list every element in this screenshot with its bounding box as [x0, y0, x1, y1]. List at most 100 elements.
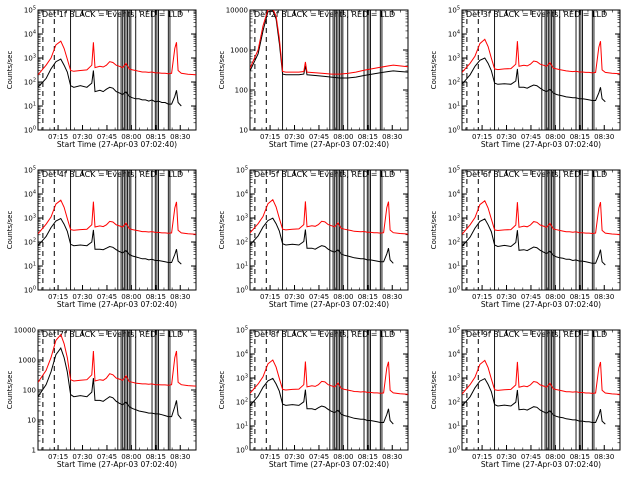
y-tick-label: 104 — [448, 350, 460, 359]
x-axis-title: Start Time (27-Apr-03 07:02:40) — [57, 140, 177, 149]
plot-content — [462, 330, 620, 450]
x-tick-label: 08:00 — [333, 133, 353, 141]
x-tick-label: 07:30 — [72, 133, 92, 141]
y-tick-label: 101 — [24, 102, 36, 111]
y-axis-title: Counts/sec — [218, 51, 226, 90]
x-tick-label: 08:15 — [358, 293, 378, 301]
x-tick-label: 08:30 — [170, 133, 190, 141]
y-tick-label: 102 — [448, 398, 460, 407]
detector-panel-1: Det 1f BLACK = Events, RED = LLD 100 101 10… — [6, 6, 197, 149]
x-tick-label: 08:15 — [146, 133, 166, 141]
x-tick-label: 08:15 — [358, 453, 378, 461]
y-tick-label: 10 — [27, 417, 36, 425]
lld-series-line — [250, 10, 408, 75]
x-tick-label: 08:00 — [121, 133, 141, 141]
x-tick-label: 08:00 — [545, 453, 565, 461]
x-tick-label: 08:30 — [594, 453, 614, 461]
y-tick-label: 105 — [448, 166, 460, 175]
plot-content — [462, 10, 620, 130]
events-series-line — [462, 57, 606, 103]
y-tick-label: 100 — [235, 87, 248, 95]
plot-frame — [249, 169, 409, 291]
y-tick-label: 105 — [448, 326, 460, 335]
y-tick-label: 103 — [448, 214, 460, 223]
y-axis-title: Counts/sec — [6, 371, 14, 410]
x-tick-label: 07:45 — [309, 133, 329, 141]
x-tick-label: 07:30 — [284, 293, 304, 301]
x-tick-label: 08:30 — [382, 133, 402, 141]
plot-content — [38, 330, 196, 450]
x-tick-label: 08:15 — [358, 133, 378, 141]
y-tick-label: 100 — [24, 126, 36, 135]
x-tick-label: 08:00 — [333, 293, 353, 301]
x-tick-label: 07:45 — [97, 453, 117, 461]
y-axis-title: Counts/sec — [430, 211, 438, 250]
x-tick-label: 08:00 — [121, 293, 141, 301]
y-tick-label: 104 — [24, 190, 36, 199]
y-tick-label: 104 — [448, 190, 460, 199]
detector-panel-9: Det 9f BLACK = Events, RED = LLD 100 101 10… — [430, 326, 621, 469]
x-tick-label: 08:00 — [333, 453, 353, 461]
x-tick-label: 07:45 — [309, 293, 329, 301]
x-tick-label: 07:15 — [472, 453, 492, 461]
y-tick-label: 100 — [236, 446, 248, 455]
y-tick-label: 10000 — [226, 7, 248, 15]
y-tick-label: 100 — [24, 286, 36, 295]
y-tick-label: 102 — [236, 398, 248, 407]
x-tick-label: 08:30 — [170, 453, 190, 461]
y-tick-label: 103 — [24, 214, 36, 223]
x-tick-label: 08:30 — [382, 453, 402, 461]
events-series-line — [462, 218, 606, 266]
chart-title: Det 6f BLACK = Events, RED = LLD — [466, 170, 607, 179]
y-tick-label: 101 — [236, 422, 248, 431]
y-tick-label: 102 — [448, 238, 460, 247]
chart-title: Det 4f BLACK = Events, RED = LLD — [42, 170, 183, 179]
detector-panel-2: Det 2f BLACK = Events, RED = LLD 10 100 100… — [218, 7, 409, 149]
chart-title: Det 9f BLACK = Events, RED = LLD — [466, 330, 607, 339]
x-tick-label: 07:30 — [496, 453, 516, 461]
plot-frame — [37, 169, 197, 291]
y-tick-label: 104 — [448, 30, 460, 39]
x-tick-label: 08:15 — [570, 453, 590, 461]
x-tick-label: 08:00 — [121, 453, 141, 461]
lld-series-line — [462, 38, 620, 75]
x-tick-label: 08:15 — [146, 453, 166, 461]
x-tick-label: 07:45 — [97, 293, 117, 301]
x-tick-label: 07:45 — [97, 133, 117, 141]
x-tick-label: 08:15 — [146, 293, 166, 301]
plot-frame — [461, 9, 621, 131]
detector-panel-6: Det 6f BLACK = Events, RED = LLD 100 101 10… — [430, 166, 621, 309]
y-axis-title: Counts/sec — [6, 51, 14, 90]
y-tick-label: 103 — [24, 54, 36, 63]
chart-title: Det 3f BLACK = Events, RED = LLD — [466, 10, 607, 19]
x-tick-label: 07:45 — [521, 293, 541, 301]
x-tick-label: 08:00 — [545, 293, 565, 301]
detector-panel-8: Det 8f BLACK = Events, RED = LLD 100 101 10… — [218, 326, 409, 469]
y-tick-label: 105 — [24, 6, 36, 15]
y-tick-label: 102 — [24, 238, 36, 247]
x-tick-label: 07:45 — [309, 453, 329, 461]
y-tick-label: 100 — [448, 446, 460, 455]
plot-content — [250, 10, 408, 130]
x-tick-label: 07:15 — [48, 453, 68, 461]
y-tick-label: 100 — [236, 286, 248, 295]
y-tick-label: 1000 — [230, 47, 248, 55]
y-tick-label: 105 — [24, 166, 36, 175]
chart-title: Det 2f BLACK = Events, RED = LLD — [254, 10, 395, 19]
x-axis-title: Start Time (27-Apr-03 07:02:40) — [57, 300, 177, 309]
y-tick-label: 100 — [23, 387, 36, 395]
x-tick-label: 08:30 — [594, 293, 614, 301]
y-tick-label: 103 — [448, 374, 460, 383]
y-tick-label: 100 — [448, 126, 460, 135]
plot-frame — [461, 169, 621, 291]
x-tick-label: 07:15 — [472, 293, 492, 301]
y-tick-label: 101 — [236, 262, 248, 271]
y-axis-title: Counts/sec — [430, 371, 438, 410]
lld-series-line — [250, 359, 408, 395]
lld-series-line — [462, 200, 620, 235]
y-tick-label: 101 — [24, 262, 36, 271]
plot-frame — [37, 329, 197, 451]
x-tick-label: 07:30 — [72, 293, 92, 301]
y-tick-label: 10000 — [14, 327, 36, 335]
x-tick-label: 07:30 — [72, 453, 92, 461]
